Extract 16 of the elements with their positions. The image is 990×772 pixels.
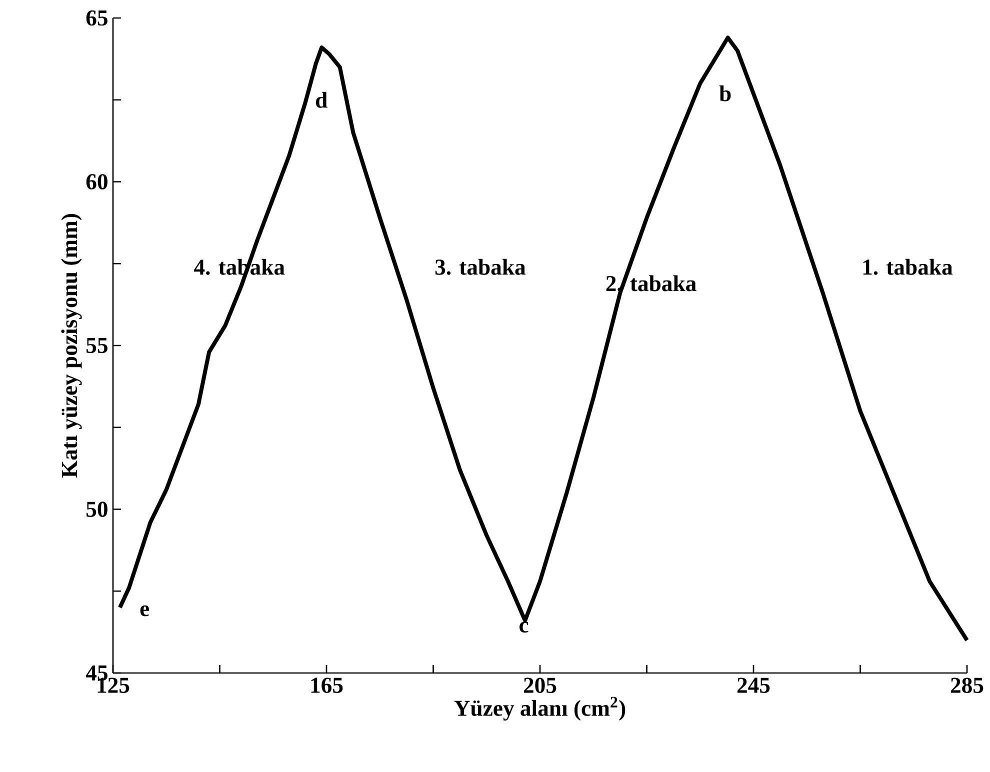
x-tick-label: 205 — [524, 678, 556, 694]
annotation: 1. tabaka — [863, 258, 953, 275]
annotation: b — [719, 85, 731, 102]
y-tick-label: 50 — [86, 502, 108, 517]
y-tick-label: 55 — [86, 338, 108, 354]
y-tick-label: 65 — [86, 10, 108, 26]
y-tick-label: 60 — [86, 174, 108, 190]
annotation: 3. tabaka — [435, 258, 526, 275]
x-tick-label: 285 — [950, 678, 984, 694]
y-axis-title: Katı yüzey pozisyonu (mm) — [61, 214, 82, 478]
annotation: c — [520, 622, 528, 633]
x-tick-label: 245 — [737, 678, 770, 693]
x-tick-label: 165 — [311, 678, 343, 693]
x-axis-title: Yüzey alanı (cm$^{2}$) — [454, 696, 626, 721]
annotation: d — [316, 92, 328, 108]
annotation: e — [140, 605, 150, 616]
